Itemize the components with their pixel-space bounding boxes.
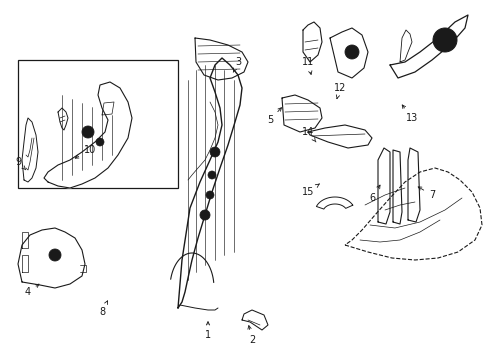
Polygon shape: [303, 22, 321, 62]
Circle shape: [207, 171, 216, 179]
Text: 3: 3: [233, 57, 241, 72]
Text: 12: 12: [333, 83, 346, 99]
Polygon shape: [389, 15, 467, 78]
Circle shape: [96, 138, 104, 146]
Polygon shape: [80, 265, 86, 272]
Polygon shape: [282, 95, 321, 132]
Text: 5: 5: [266, 108, 281, 125]
Circle shape: [432, 28, 456, 52]
Polygon shape: [22, 232, 28, 248]
Polygon shape: [407, 148, 419, 222]
Polygon shape: [392, 150, 401, 224]
Text: 4: 4: [25, 284, 39, 297]
Text: 11: 11: [301, 57, 313, 75]
Circle shape: [205, 191, 214, 199]
Text: 13: 13: [402, 105, 417, 123]
Polygon shape: [195, 38, 247, 80]
Polygon shape: [22, 118, 38, 182]
Polygon shape: [102, 102, 114, 115]
Polygon shape: [18, 228, 85, 288]
Bar: [18, 60, 178, 188]
Polygon shape: [329, 28, 367, 78]
Circle shape: [82, 126, 94, 138]
Polygon shape: [44, 82, 132, 188]
Circle shape: [49, 249, 61, 261]
Text: 1: 1: [204, 322, 211, 340]
Text: 14: 14: [301, 127, 315, 142]
Text: 6: 6: [368, 185, 379, 203]
Circle shape: [209, 147, 220, 157]
Circle shape: [200, 210, 209, 220]
Polygon shape: [307, 125, 371, 148]
Text: 15: 15: [301, 184, 319, 197]
Polygon shape: [316, 197, 352, 209]
Text: 10: 10: [75, 145, 96, 158]
Text: 9: 9: [15, 157, 26, 170]
Text: 7: 7: [417, 187, 434, 200]
Text: 8: 8: [99, 301, 107, 317]
Polygon shape: [58, 108, 68, 130]
Polygon shape: [377, 148, 389, 224]
Circle shape: [345, 45, 358, 59]
Polygon shape: [178, 58, 242, 308]
Text: 2: 2: [247, 326, 255, 345]
Polygon shape: [22, 255, 28, 272]
Polygon shape: [242, 310, 267, 330]
